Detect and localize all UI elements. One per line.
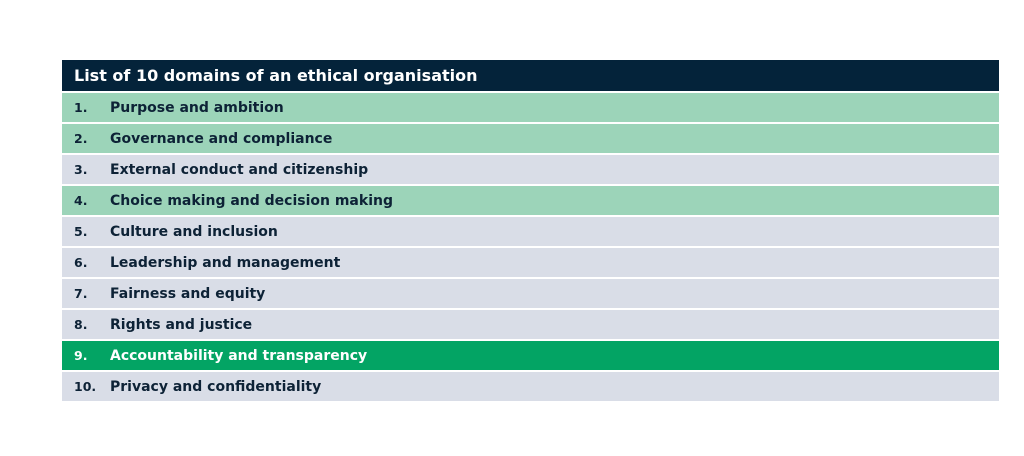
row-number: 2. [74, 131, 88, 146]
row-number: 8. [74, 317, 88, 332]
table-row: 10. Privacy and confidentiality [62, 372, 999, 401]
row-number: 4. [74, 193, 88, 208]
table-row: 9. Accountability and transparency [62, 341, 999, 370]
row-number: 10. [74, 379, 97, 394]
table-row: 4. Choice making and decision making [62, 186, 999, 215]
row-label: Leadership and management [110, 254, 341, 271]
row-number: 9. [74, 348, 88, 363]
table-row: 5. Culture and inclusion [62, 217, 999, 246]
row-label: Privacy and confidentiality [110, 378, 322, 395]
table-title: List of 10 domains of an ethical organis… [62, 60, 999, 91]
table-row: 3. External conduct and citizenship [62, 155, 999, 184]
row-label: Choice making and decision making [110, 192, 393, 209]
row-label: Governance and compliance [110, 130, 333, 147]
row-label: External conduct and citizenship [110, 161, 369, 178]
row-label: Accountability and transparency [110, 347, 368, 364]
table-row: 1. Purpose and ambition [62, 93, 999, 122]
row-number: 5. [74, 224, 88, 239]
domains-table: List of 10 domains of an ethical organis… [62, 60, 999, 401]
row-label: Purpose and ambition [110, 99, 284, 116]
row-number: 1. [74, 100, 88, 115]
table-row: 8. Rights and justice [62, 310, 999, 339]
table-row: 7. Fairness and equity [62, 279, 999, 308]
row-label: Rights and justice [110, 316, 253, 333]
row-number: 6. [74, 255, 88, 270]
table-row: 6. Leadership and management [62, 248, 999, 277]
row-number: 3. [74, 162, 88, 177]
row-label: Culture and inclusion [110, 223, 278, 240]
table-row: 2. Governance and compliance [62, 124, 999, 153]
row-label: Fairness and equity [110, 285, 266, 302]
row-number: 7. [74, 286, 88, 301]
